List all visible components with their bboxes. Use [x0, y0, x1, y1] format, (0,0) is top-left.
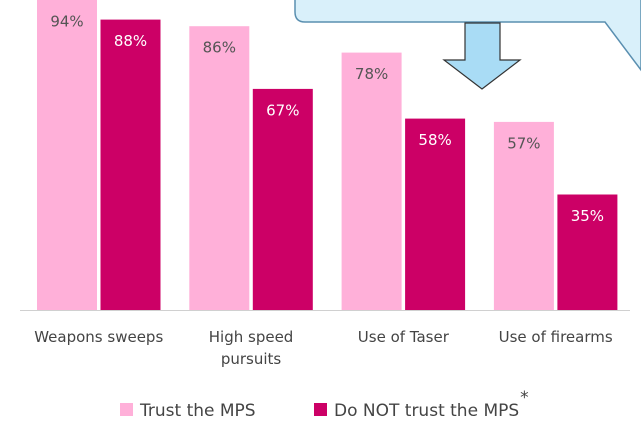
arrow: [442, 22, 522, 90]
value-label: 94%: [50, 12, 83, 30]
callout: [294, 0, 641, 72]
bar: [37, 0, 97, 311]
bar: [405, 118, 466, 310]
bar: [252, 88, 313, 311]
bar: [557, 194, 618, 310]
x-tick-label: Use of Taser: [357, 328, 449, 346]
legend-label: Do NOT trust the MPS: [334, 401, 519, 421]
legend-swatch: [314, 403, 327, 416]
value-label: 35%: [571, 207, 604, 225]
value-label: 57%: [507, 134, 540, 152]
legend-footnote: *: [520, 388, 529, 408]
value-label: 86%: [203, 39, 236, 57]
bar: [493, 121, 554, 311]
value-label: 88%: [114, 32, 147, 50]
legend-swatch: [120, 403, 133, 416]
bar: [341, 52, 402, 310]
value-label: 58%: [418, 131, 451, 149]
value-label: 67%: [266, 101, 299, 119]
x-tick-label: Use of firearms: [498, 328, 613, 346]
legend-label: Trust the MPS: [139, 401, 256, 421]
bar: [100, 19, 161, 310]
x-tick-label: Weapons sweeps: [34, 328, 164, 346]
value-label: 78%: [355, 65, 388, 83]
bar: [189, 26, 250, 310]
x-tick-label: High speed pursuits: [208, 328, 294, 368]
